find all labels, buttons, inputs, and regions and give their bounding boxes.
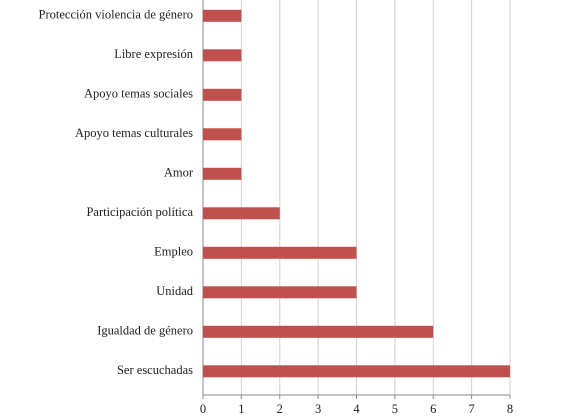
bar [203, 325, 434, 338]
x-tick-label: 7 [469, 402, 475, 416]
y-tick-label: Empleo [154, 245, 193, 259]
y-tick-label: Unidad [156, 284, 194, 298]
y-tick-label: Ser escuchadas [117, 363, 193, 377]
x-tick-label: 2 [277, 402, 283, 416]
x-tick-label: 8 [507, 402, 513, 416]
bar [203, 88, 242, 101]
bar [203, 246, 357, 259]
y-tick-label: Amor [164, 166, 194, 180]
y-tick-label: Apoyo temas sociales [84, 87, 193, 101]
x-tick-label: 6 [430, 402, 436, 416]
bar [203, 128, 242, 141]
bar [203, 9, 242, 22]
y-tick-label: Participación política [86, 205, 193, 219]
y-tick-label: Igualdad de género [97, 324, 193, 338]
bar [203, 286, 357, 299]
x-tick-label: 0 [200, 402, 206, 416]
x-tick-label: 4 [353, 402, 360, 416]
y-tick-label: Libre expresión [114, 47, 194, 61]
y-tick-label: Apoyo temas culturales [75, 126, 193, 140]
x-tick-label: 3 [315, 402, 321, 416]
bar [203, 49, 242, 62]
bar [203, 167, 242, 180]
y-tick-label: Protección violencia de género [39, 8, 193, 22]
bar [203, 365, 510, 378]
bar [203, 207, 280, 220]
x-tick-label: 5 [392, 402, 398, 416]
x-tick-label: 1 [238, 402, 244, 416]
